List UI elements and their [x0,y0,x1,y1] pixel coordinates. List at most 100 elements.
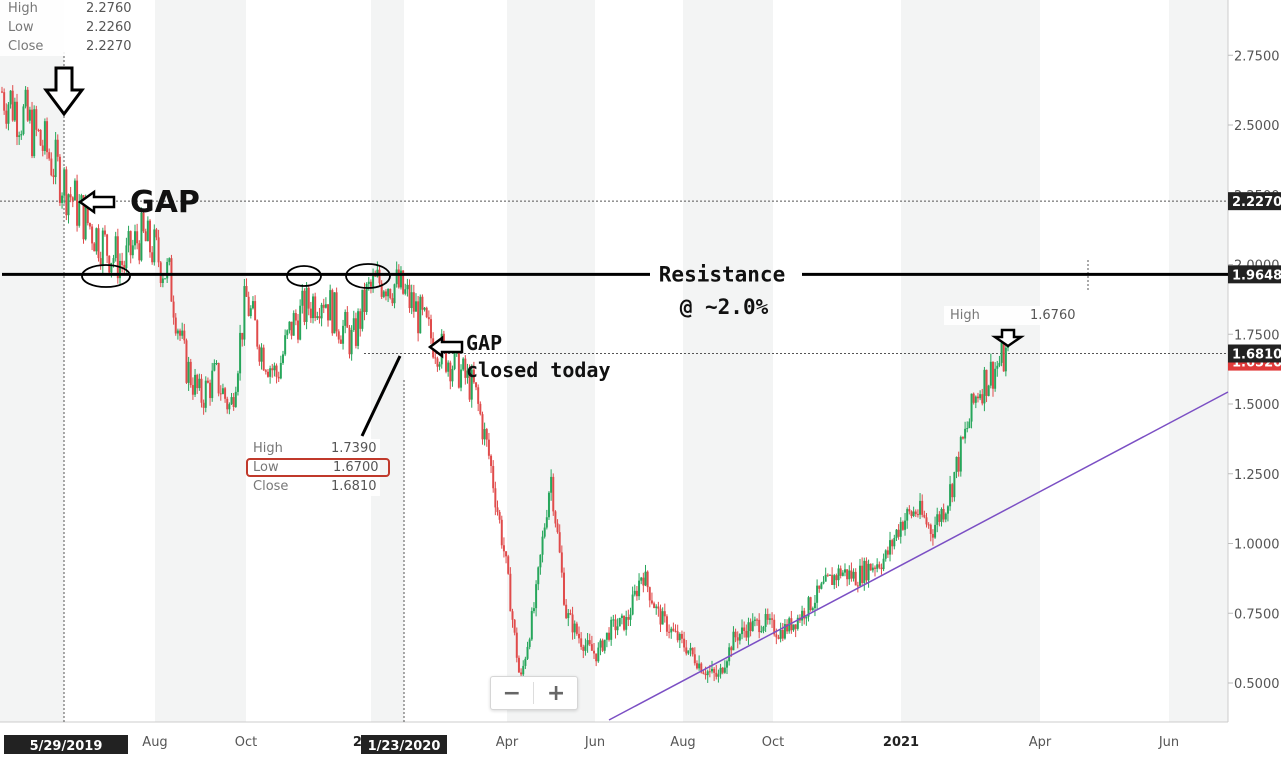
candle-body [174,317,177,334]
candle-body [69,194,72,198]
candle-body [882,558,885,570]
candle-body [704,673,707,676]
candle-body [779,629,782,639]
candle-body [511,611,514,620]
candle-body [350,330,353,355]
candle-body [166,261,169,279]
candle-body [9,90,12,105]
candle-body [279,362,282,379]
candle-body [209,382,212,399]
candle-body [745,630,748,638]
candle-body [31,109,34,157]
candle-body [133,231,136,246]
candle-body [329,290,332,321]
candle-body [331,290,334,334]
candle-body [429,319,432,339]
candle-body [357,311,360,346]
candle-body [991,361,994,389]
candle-body [580,638,583,647]
candle-body [880,567,883,570]
candle-body [901,521,904,530]
candle-body [974,396,977,403]
price-marker-label: 2.2270 [1232,195,1282,210]
candle-body [567,613,570,619]
candle-body [417,301,420,334]
candle-body [39,129,42,146]
candle-body [26,89,29,121]
candle-body [232,397,235,408]
candle-body [243,286,246,340]
candle-body [732,631,735,651]
candle-body [470,369,473,400]
candle-body [972,393,975,403]
candle-body [258,346,261,362]
candle-body [286,330,289,336]
ohlc-panel-mid: High 1.7390 Low 1.6700 Close 1.6810 [246,439,390,496]
trendline-layer [608,391,1229,721]
ohlc-high-key: High [8,1,38,16]
candle-body [938,514,941,522]
candle-body [502,545,505,552]
candle-body [565,604,568,619]
candle-body [515,632,518,658]
candle-body [277,376,280,379]
candle-body [597,647,600,662]
zoom-in-button[interactable]: + [546,680,566,706]
candle-body [294,313,297,321]
price-marker-bg [1228,192,1281,211]
candle-body [672,628,675,631]
latest-high-value: 1.6760 [1030,308,1076,323]
candle-body [537,567,540,585]
candle-body [112,258,115,264]
candle-body [206,380,209,383]
candle-body [281,354,284,363]
x-tick-label: Jun [584,735,605,750]
candle-body [342,325,345,344]
candle-body [702,672,705,674]
candle-body [721,667,724,673]
candle-body [582,646,585,651]
candle-body [251,301,254,309]
candle-body [586,640,589,646]
candle-body [741,627,744,635]
resistance-value-label: @ ~2.0% [680,295,769,319]
candle-body [500,519,503,546]
candle-body [464,358,467,378]
candle-body [292,313,295,336]
ohlc-panel-top: High 2.2760 Low 2.2260 Close 2.2270 [0,0,136,56]
candle-body [363,289,366,312]
candle-body [668,631,671,633]
candle-body [509,573,512,612]
candle-body [850,570,853,579]
candle-body [863,560,866,583]
ohlc-close-key: Close [253,479,289,494]
candle-body [249,308,252,317]
candle-body [239,332,242,374]
candle-body [640,577,643,581]
candle-body [927,524,930,526]
candle-body [520,672,523,675]
candle-body [625,617,628,630]
candle-body [492,466,495,489]
candle-body [931,534,934,538]
candle-body [264,370,267,372]
candle-body [646,571,649,588]
candle-body [874,567,877,569]
candle-body [906,509,909,521]
candle-body [524,658,527,666]
candle-body [526,646,529,659]
candle-body [861,565,864,583]
month-band [507,0,595,722]
candle-body [953,472,956,498]
candle-body [985,369,988,396]
candle-body [738,634,741,641]
candle-body [912,511,915,517]
candle-body [893,538,896,547]
candle-body [663,611,666,617]
candle-body [449,362,452,382]
candle-body [183,330,186,341]
candle-body [393,284,396,304]
candle-body [994,368,997,389]
candle-body [616,626,619,631]
zoom-out-button[interactable]: − [502,680,522,706]
